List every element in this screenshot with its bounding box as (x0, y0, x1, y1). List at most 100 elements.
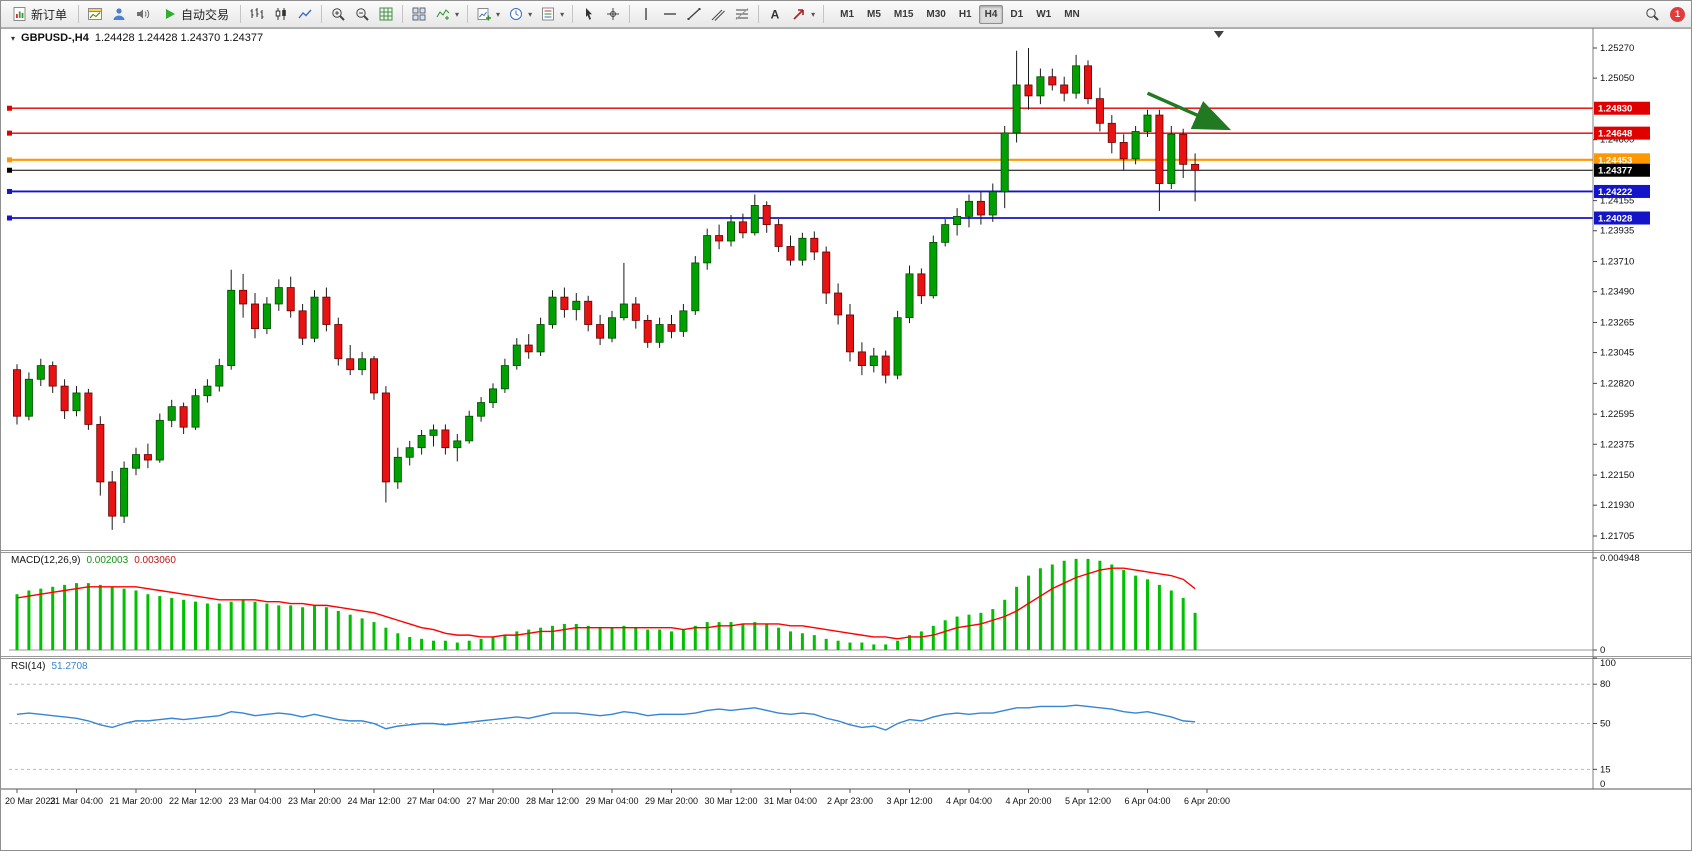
svg-text:15: 15 (1600, 764, 1611, 775)
toolbar-right-group: 1 (1640, 3, 1687, 25)
vertical-line-button[interactable] (634, 3, 658, 25)
tile-windows-icon (412, 7, 426, 21)
svg-text:1.23710: 1.23710 (1600, 257, 1634, 268)
svg-text:1.24028: 1.24028 (1598, 214, 1632, 225)
timeframe-M15[interactable]: M15 (888, 5, 919, 24)
charts-window-button[interactable] (83, 3, 107, 25)
toolbar-separator (758, 5, 760, 23)
zoom-in-icon (332, 8, 345, 21)
svg-text:1.22375: 1.22375 (1600, 439, 1634, 450)
svg-text:0: 0 (1600, 779, 1605, 790)
notification-badge[interactable]: 1 (1670, 6, 1685, 22)
chevron-down-icon: ▾ (811, 9, 816, 19)
search-button[interactable] (1640, 3, 1664, 25)
svg-text:100: 100 (1600, 658, 1616, 669)
svg-text:4 Apr 20:00: 4 Apr 20:00 (1005, 796, 1051, 806)
toolbar-separator (321, 5, 323, 23)
svg-text:23 Mar 20:00: 23 Mar 20:00 (288, 796, 341, 806)
candlestick-chart-button[interactable] (269, 3, 293, 25)
svg-text:0: 0 (1600, 645, 1605, 656)
timeframe-W1[interactable]: W1 (1030, 5, 1057, 24)
symbol-period-label: GBPUSD-,H4 (21, 32, 89, 44)
arrow-icon (793, 9, 804, 20)
text-tool-button[interactable]: A (763, 3, 787, 25)
svg-text:30 Mar 12:00: 30 Mar 12:00 (704, 796, 757, 806)
timeframe-MN[interactable]: MN (1058, 5, 1086, 24)
macd-axis[interactable]: 0.004948 0 (1593, 553, 1640, 656)
svg-text:27 Mar 04:00: 27 Mar 04:00 (407, 796, 460, 806)
equidistant-channel-button[interactable] (706, 3, 730, 25)
timeframe-D1[interactable]: D1 (1004, 5, 1029, 24)
grid-button[interactable] (374, 3, 398, 25)
svg-text:1.25050: 1.25050 (1600, 73, 1634, 84)
indicators-icon (436, 9, 450, 20)
toolbar: 新订单 自动交易 (1, 1, 1691, 28)
rsi-name: RSI(14) (11, 661, 46, 672)
crosshair-button[interactable] (601, 3, 625, 25)
templates-button[interactable]: ▾ (536, 3, 568, 25)
fibonacci-button[interactable] (730, 3, 754, 25)
timeframe-M1[interactable]: M1 (834, 5, 860, 24)
toolbar-separator (467, 5, 469, 23)
svg-text:1.22820: 1.22820 (1600, 378, 1634, 389)
toolbar-separator (629, 5, 631, 23)
svg-text:22 Mar 12:00: 22 Mar 12:00 (169, 796, 222, 806)
bar-chart-button[interactable] (245, 3, 269, 25)
svg-text:A: A (771, 8, 780, 22)
trend-arrow-annotation[interactable] (1146, 91, 1232, 131)
timeframe-H4[interactable]: H4 (978, 4, 1004, 24)
horizontal-line-button[interactable] (658, 3, 682, 25)
svg-text:1.23490: 1.23490 (1600, 287, 1634, 298)
chart-shift-marker[interactable] (1213, 31, 1224, 38)
toolbar-separator (402, 5, 404, 23)
search-icon (1646, 8, 1659, 21)
chart-collapse-icon[interactable]: ▾ (11, 34, 16, 43)
zoom-out-button[interactable] (350, 3, 374, 25)
svg-text:1.22150: 1.22150 (1600, 470, 1634, 481)
svg-text:24 Mar 12:00: 24 Mar 12:00 (347, 796, 400, 806)
grid-icon (379, 7, 393, 21)
arrows-tool-button[interactable]: ▾ (787, 3, 819, 25)
chart-window-icon (88, 8, 103, 20)
new-order-button[interactable]: 新订单 (5, 3, 74, 25)
rsi-line (16, 704, 1196, 731)
toolbar-separator (823, 5, 825, 23)
price-axis[interactable]: 1.25270 1.25050 1.24600 1.24155 1.23935 1.237… (1593, 43, 1650, 542)
trendline-button[interactable] (682, 3, 706, 25)
timeframe-M30[interactable]: M30 (920, 5, 951, 24)
svg-text:1.21705: 1.21705 (1600, 531, 1634, 542)
svg-text:23 Mar 04:00: 23 Mar 04:00 (228, 796, 281, 806)
timeframe-H1[interactable]: H1 (953, 5, 978, 24)
chart-title: ▾ GBPUSD-,H4 1.24428 1.24428 1.24370 1.2… (11, 32, 263, 44)
zoom-in-button[interactable] (326, 3, 350, 25)
svg-text:0.004948: 0.004948 (1600, 553, 1640, 564)
svg-text:31 Mar 04:00: 31 Mar 04:00 (764, 796, 817, 806)
svg-text:1.23935: 1.23935 (1600, 226, 1634, 237)
periods-button[interactable]: ▾ (504, 3, 536, 25)
market-watch-button[interactable] (107, 3, 131, 25)
alerts-button[interactable] (131, 3, 155, 25)
panel-borders (1, 28, 1691, 789)
macd-signal-value: 0.003060 (134, 555, 176, 566)
clock-icon (510, 8, 523, 20)
horizontal-lines[interactable] (7, 105, 1593, 221)
macd-name: MACD(12,26,9) (11, 555, 81, 566)
horizontal-line-icon (664, 13, 677, 15)
cursor-button[interactable] (577, 3, 601, 25)
timeframe-M5[interactable]: M5 (861, 5, 887, 24)
notification-count: 1 (1674, 9, 1680, 19)
indicators-button[interactable]: ▾ (431, 3, 463, 25)
rsi-value: 51.2708 (51, 661, 88, 672)
timeframe-toolbar: M1 M5 M15 M30 H1 H4 D1 W1 MN (834, 4, 1086, 24)
chevron-down-icon: ▾ (455, 9, 460, 19)
line-chart-button[interactable] (293, 3, 317, 25)
svg-text:21 Mar 04:00: 21 Mar 04:00 (50, 796, 103, 806)
svg-text:1.24222: 1.24222 (1598, 187, 1632, 198)
auto-trading-button[interactable]: 自动交易 (155, 3, 236, 25)
rsi-indicator-label: RSI(14) 51.2708 (11, 661, 88, 672)
new-chart-button[interactable]: ▾ (472, 3, 504, 25)
tile-windows-button[interactable] (407, 3, 431, 25)
